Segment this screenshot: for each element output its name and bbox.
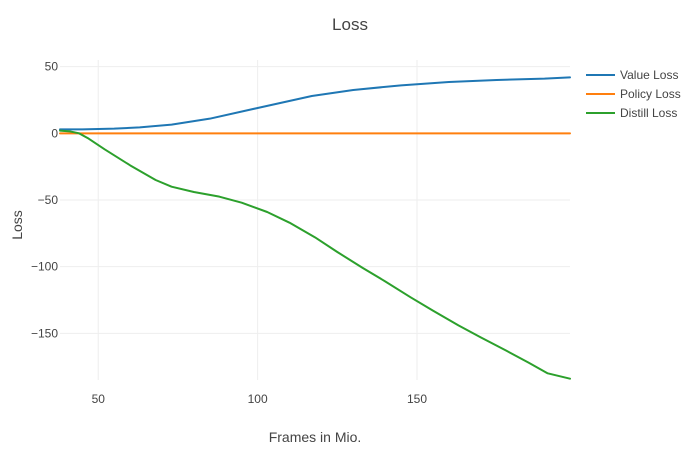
x-tick-label: 100 [248, 392, 268, 406]
series-line-value-loss [59, 76, 571, 131]
y-tick-label: 50 [45, 60, 59, 74]
y-tick-label: 0 [51, 126, 58, 140]
y-tick-label: −50 [38, 193, 59, 207]
legend-item-value-loss[interactable]: Value Loss [586, 68, 678, 82]
grid-lines [60, 60, 570, 380]
x-axis-title: Frames in Mio. [269, 429, 362, 445]
legend-item-distill-loss[interactable]: Distill Loss [586, 106, 677, 120]
legend-label: Policy Loss [620, 87, 681, 101]
x-tick-label: 150 [407, 392, 427, 406]
chart-title: Loss [332, 15, 368, 34]
y-tick-label: −100 [31, 260, 58, 274]
legend-label: Distill Loss [620, 106, 677, 120]
tick-labels: 50 100 150 50 0 −50 −100 −150 [31, 60, 427, 406]
legend[interactable]: Value Loss Policy Loss Distill Loss [586, 68, 681, 120]
y-axis-title: Loss [9, 210, 25, 240]
legend-label: Value Loss [620, 68, 678, 82]
x-tick-label: 50 [92, 392, 106, 406]
legend-item-policy-loss[interactable]: Policy Loss [586, 87, 681, 101]
series-line-distill-loss [59, 129, 571, 380]
y-tick-label: −150 [31, 326, 58, 340]
series-layer [59, 76, 571, 380]
